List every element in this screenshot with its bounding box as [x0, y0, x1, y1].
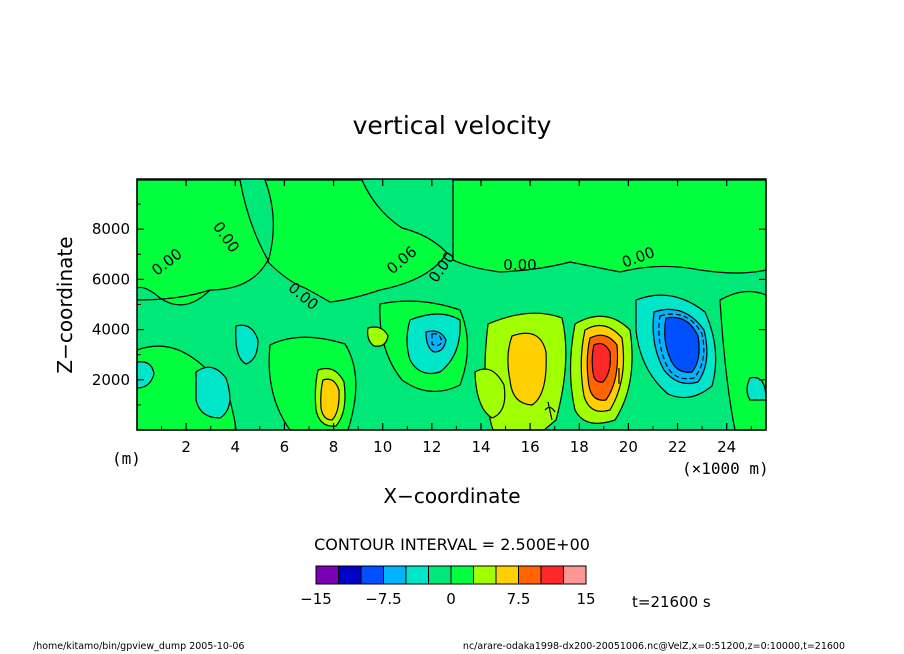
- updraft-16-core: [507, 332, 547, 406]
- contour-interval-text: CONTOUR INTERVAL = 2.500E+00: [314, 535, 590, 554]
- colorbar-swatch: [338, 565, 362, 585]
- y-tick-label: 8000: [92, 220, 130, 238]
- colorbar-swatch: [495, 565, 519, 585]
- updraft-19-core: [591, 342, 611, 383]
- y-tick-label: 4000: [92, 321, 130, 339]
- colorbar-swatch: [540, 565, 564, 585]
- colorbar-swatch: [405, 565, 429, 585]
- colorbar-swatch: [315, 565, 339, 585]
- contour-label: 0.00: [503, 256, 536, 274]
- x-scale-note: (×1000 m): [682, 459, 769, 478]
- negative-contours: [431, 313, 705, 380]
- downdraft-0-patch: [136, 361, 155, 389]
- zero-contours: [136, 289, 620, 421]
- updraft-10-patch: [367, 326, 389, 347]
- footer-right: nc/arare-odaka1998-dx200-20051006.nc@Vel…: [463, 641, 845, 652]
- colorbar: [315, 565, 587, 585]
- colorbar-swatch: [428, 565, 452, 585]
- colorbar-swatch: [360, 565, 384, 585]
- x-axis: 2 4 6 8 10 12 14 16 18 20 22 24: [161, 179, 752, 456]
- colorbar-swatch: [383, 565, 407, 585]
- colorbar-swatch: [473, 565, 497, 585]
- x-tick-label: 6: [280, 438, 290, 456]
- y-tick-label: 6000: [92, 270, 130, 288]
- colorbar-tick-label: 0: [446, 590, 456, 608]
- updraft-15-patch: [474, 368, 506, 419]
- time-label: t=21600 s: [632, 593, 711, 611]
- downdraft-3-patch: [195, 366, 231, 419]
- x-tick-label: 10: [373, 438, 392, 456]
- colorbar-ticks: −15 −7.5 0 7.5 15: [300, 590, 595, 608]
- x-tick-label: 16: [521, 438, 540, 456]
- updraft-8-core: [320, 378, 340, 421]
- downdraft-4-patch: [235, 324, 259, 365]
- colorbar-swatch: [563, 565, 587, 585]
- y-tick-label: 2000: [92, 371, 130, 389]
- colorbar-tick-label: 15: [576, 590, 595, 608]
- x-tick-label: 20: [619, 438, 638, 456]
- colorbar-swatch: [450, 565, 474, 585]
- downdraft-12-core: [425, 330, 447, 353]
- colorbar-tick-label: −7.5: [365, 590, 401, 608]
- downdraft-22-core: [664, 316, 700, 373]
- contour-fills: [136, 294, 767, 431]
- x-tick-label: 12: [422, 438, 441, 456]
- x-tick-label: 4: [231, 438, 241, 456]
- colorbar-swatch: [518, 565, 542, 585]
- colorbar-tick-label: 7.5: [507, 590, 531, 608]
- downdraft-25-patch: [746, 376, 767, 401]
- plot-area: 0.000.000.000.06 0.00 0.00 0.00: [136, 178, 767, 431]
- footer-left: /home/kitamo/bin/gpview_dump 2005-10-06: [33, 641, 244, 652]
- x-unit-note: (m): [112, 449, 141, 468]
- x-axis-label: X−coordinate: [383, 484, 520, 508]
- x-tick-label: 14: [471, 438, 490, 456]
- x-tick-label: 2: [181, 438, 191, 456]
- chart-title: vertical velocity: [353, 111, 552, 140]
- x-tick-label: 18: [570, 438, 589, 456]
- y-axis-label: Z−coordinate: [53, 236, 77, 373]
- x-tick-label: 8: [329, 438, 339, 456]
- x-tick-label: 24: [717, 438, 736, 456]
- x-tick-label: 22: [668, 438, 687, 456]
- y-axis: 2000 4000 6000 8000: [92, 203, 766, 406]
- colorbar-tick-label: −15: [300, 590, 332, 608]
